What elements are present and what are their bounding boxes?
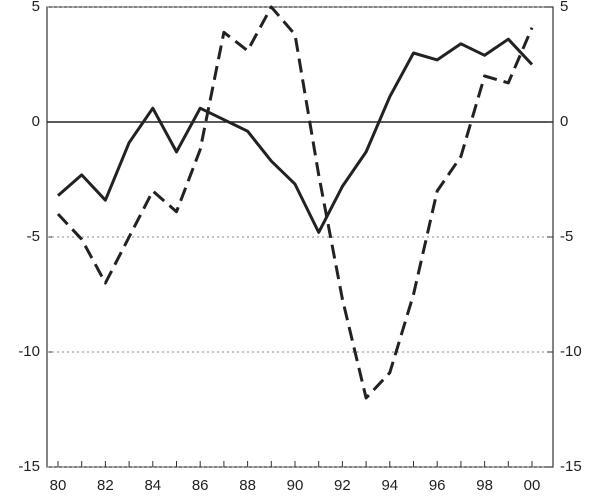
x-tick-label: 92 [334, 477, 351, 494]
series-line [56, 5, 534, 400]
x-tick-label: 88 [239, 477, 256, 494]
y-tick-label: -10 [18, 343, 40, 360]
x-tick-label: 82 [97, 477, 114, 494]
x-tick-label: 84 [144, 477, 161, 494]
y2-tick-label: 0 [560, 113, 568, 130]
y2-tick-label: 5 [560, 0, 568, 15]
x-tick-label: 94 [381, 477, 398, 494]
y-tick-label: 0 [32, 113, 40, 130]
y-tick-label: 5 [32, 0, 40, 15]
x-tick-label: 80 [50, 477, 67, 494]
x-tick-label: 90 [287, 477, 304, 494]
series-line [57, 37, 534, 234]
x-tick-label: 98 [476, 477, 493, 494]
x-tick-label: 86 [192, 477, 209, 494]
x-tick-label: 96 [429, 477, 446, 494]
y2-tick-label: -10 [560, 343, 582, 360]
x-tick-label: 00 [524, 477, 541, 494]
y2-tick-label: -5 [560, 228, 573, 245]
y-tick-label: -15 [18, 458, 40, 475]
y-tick-label: -5 [27, 228, 40, 245]
y2-tick-label: -15 [560, 458, 582, 475]
